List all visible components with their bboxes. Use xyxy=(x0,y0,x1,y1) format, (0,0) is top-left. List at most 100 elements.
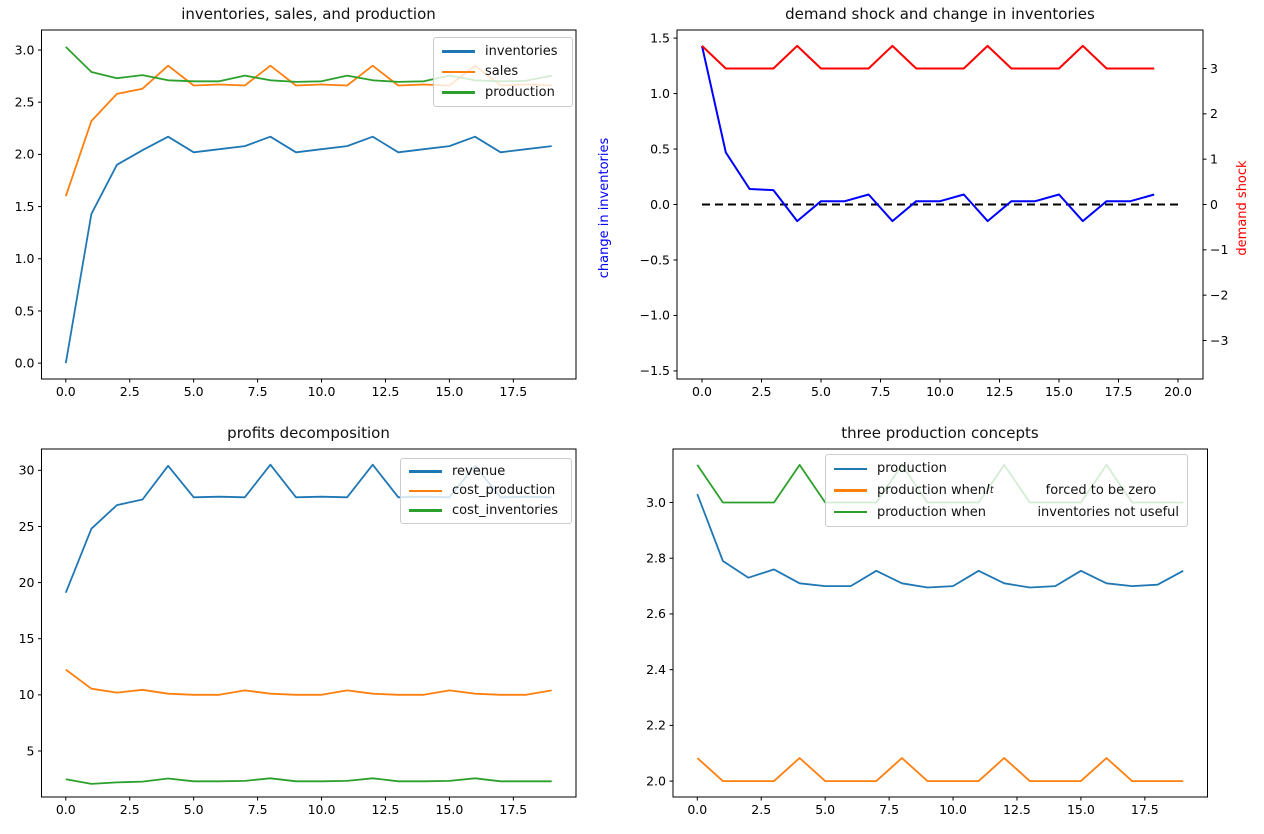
legend-inventories-sales-production: inventories sales production xyxy=(433,37,573,107)
series-line-cost-production xyxy=(65,668,552,696)
x-tick-label: 2.5 xyxy=(120,384,140,399)
legend-label-post: inventories not useful xyxy=(1037,504,1179,520)
y-tick-label: 0.5 xyxy=(650,141,670,156)
y-tick-label: 25 xyxy=(19,519,35,534)
y-axis-label-demand-shock: demand shock xyxy=(1235,160,1250,256)
legend-label-post: forced to be zero xyxy=(1045,482,1157,498)
legend-item: sales xyxy=(442,64,564,79)
legend-label: production xyxy=(485,85,555,101)
legend-item: production xyxy=(442,85,564,100)
chart-profits-decomposition: 0.0 2.5 5.0 7.5 10.0 12.5 15.0 17.5 5 10 15 20 25 30 xyxy=(19,448,577,817)
x-tick-label: 7.5 xyxy=(871,384,891,399)
x-tick-label: 17.5 xyxy=(1131,802,1159,817)
y-tick-right-label: 2 xyxy=(1210,106,1218,121)
legend-item: cost_production xyxy=(409,483,563,498)
legend-item: inventories xyxy=(442,44,564,59)
x-tick-label: 12.5 xyxy=(986,384,1014,399)
x-tick-label: 7.5 xyxy=(248,384,268,399)
x-tick-label: 0.0 xyxy=(692,384,712,399)
y-tick-label: 30 xyxy=(19,463,35,478)
y-tick-label: 0.0 xyxy=(650,197,670,212)
x-tick-label: 0.0 xyxy=(56,384,76,399)
y-tick-label: −0.5 xyxy=(640,252,670,267)
x-tick-label: 12.5 xyxy=(1003,802,1031,817)
legend-label: revenue xyxy=(452,464,506,480)
y-tick-label: 15 xyxy=(19,631,35,646)
plot-frame xyxy=(672,448,1208,798)
math-subscript-t: t xyxy=(989,484,994,496)
y-tick-right-label: 3 xyxy=(1210,61,1218,76)
x-tick-label: 12.5 xyxy=(372,384,400,399)
x-tick-label: 2.5 xyxy=(751,802,771,817)
legend-swatch xyxy=(409,470,442,473)
y-tick-label: 1.5 xyxy=(650,30,670,45)
x-tick-label: 15.0 xyxy=(435,384,463,399)
legend-swatch xyxy=(834,467,867,471)
legend-label: cost_production xyxy=(452,483,556,499)
y-tick-label: 5 xyxy=(27,743,35,758)
x-tick-label: 17.5 xyxy=(499,384,527,399)
plot-frame xyxy=(41,448,577,798)
legend-item: production when inventories not useful xyxy=(834,505,1179,520)
y-tick-label: 1.0 xyxy=(650,86,670,101)
legend-label: cost_inventories xyxy=(452,502,559,518)
legend-label: inventories xyxy=(485,43,558,59)
legend-swatch xyxy=(442,70,475,74)
x-tick-label: 20.0 xyxy=(1164,384,1192,399)
legend-item: production xyxy=(834,461,1179,476)
series-line-cost-inventories xyxy=(65,777,552,785)
legend-swatch xyxy=(409,489,442,493)
x-tick-label: 2.5 xyxy=(752,384,772,399)
series-line-inventories xyxy=(64,135,552,364)
y-tick-label: 2.8 xyxy=(646,551,666,566)
chart-demand-shock-and-change-in-inventories: 0.0 2.5 5.0 7.5 10.0 12.5 15.0 17.5 20.0−1.5−1.0… xyxy=(640,29,1228,399)
chart-title-three-production-concepts: three production concepts xyxy=(841,424,1039,442)
x-tick-label: 10.0 xyxy=(308,802,336,817)
x-tick-label: 15.0 xyxy=(1067,802,1095,817)
x-tick-label: 15.0 xyxy=(435,802,463,817)
series-line-change-in-inventories xyxy=(701,45,1155,223)
y-tick-label: 2.6 xyxy=(646,606,666,621)
y-tick-label: 3.0 xyxy=(15,42,35,57)
x-tick-label: 10.0 xyxy=(926,384,954,399)
legend-swatch xyxy=(834,510,867,514)
legend-label: sales xyxy=(485,64,519,80)
series-line-production-when-i-t-forced-to-be-zero xyxy=(696,757,1184,782)
chart-three-production-concepts: 0.0 2.5 5.0 7.5 10.0 12.5 15.0 17.5 2.0 2.2 2.4 2.6… xyxy=(646,448,1208,817)
y-tick-right-label: −1 xyxy=(1210,242,1228,257)
legend-swatch xyxy=(442,50,475,53)
x-tick-label: 17.5 xyxy=(499,802,527,817)
chart-title-demand-shock: demand shock and change in inventories xyxy=(785,5,1095,23)
chart-title-inventories-sales-production: inventories, sales, and production xyxy=(181,5,436,23)
y-axis-label-change-in-inventories: change in inventories xyxy=(597,137,612,279)
x-tick-label: 2.5 xyxy=(120,802,140,817)
y-tick-right-label: −2 xyxy=(1210,287,1228,302)
y-tick-right-label: 0 xyxy=(1210,197,1218,212)
x-tick-label: 10.0 xyxy=(939,802,967,817)
legend-swatch xyxy=(409,509,442,512)
chart-inventories-sales-production: 0.0 2.5 5.0 7.5 10.0 12.5 15.0 17.5 0.0 0.5 1.0 1.5… xyxy=(15,29,577,399)
x-tick-label: 7.5 xyxy=(248,802,268,817)
y-tick-right-label: 1 xyxy=(1210,151,1218,166)
y-tick-label: −1.0 xyxy=(640,308,670,323)
y-tick-label: 20 xyxy=(19,575,35,590)
y-tick-label: 2.4 xyxy=(646,662,666,677)
x-tick-label: 5.0 xyxy=(184,384,204,399)
y-tick-label: 0.0 xyxy=(15,355,35,370)
series-line-demand-shock xyxy=(701,44,1155,70)
y-tick-label: −1.5 xyxy=(640,363,670,378)
legend-label: production xyxy=(877,461,947,477)
legend-item: revenue xyxy=(409,464,563,479)
x-tick-label: 10.0 xyxy=(308,384,336,399)
legend-swatch xyxy=(834,489,867,492)
legend-item: cost_inventories xyxy=(409,503,563,518)
chart-title-profits-decomposition: profits decomposition xyxy=(227,424,390,442)
x-tick-label: 0.0 xyxy=(56,802,76,817)
x-tick-label: 7.5 xyxy=(879,802,899,817)
x-tick-label: 5.0 xyxy=(815,802,835,817)
legend-label-pre: production when xyxy=(877,482,987,498)
y-tick-label: 1.0 xyxy=(15,251,35,266)
